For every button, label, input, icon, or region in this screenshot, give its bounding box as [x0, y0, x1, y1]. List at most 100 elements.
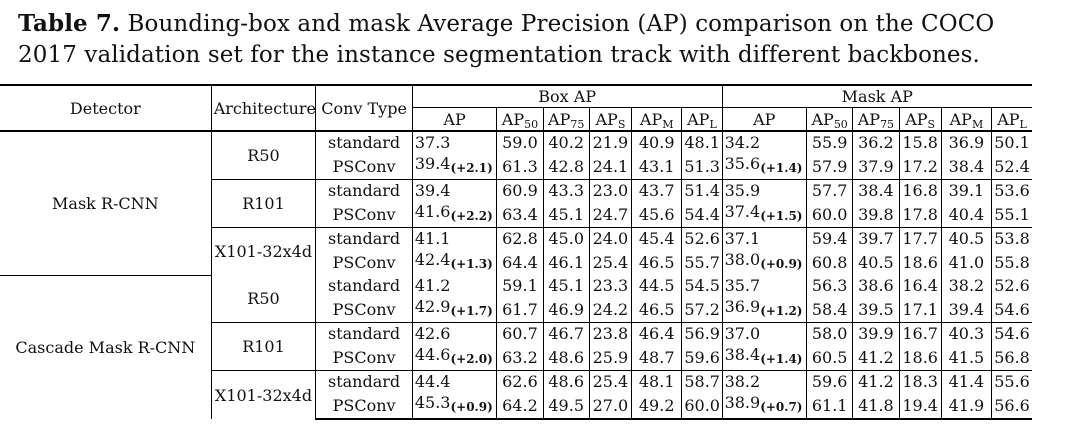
conv-type: standard: [315, 370, 413, 392]
mask-apm-value: 41.0: [941, 249, 993, 275]
box-ap-cell: 42.4(+1.3): [412, 249, 498, 275]
mask-ap50-value: 60.0: [806, 201, 854, 228]
mask-aps-value: 16.8: [899, 179, 942, 201]
mask-ap-value: 38.4: [724, 345, 761, 364]
box-ap75-value: 46.9: [543, 296, 590, 323]
mask-ap-cell: 38.2: [722, 370, 808, 392]
architecture-name: R50: [211, 130, 317, 180]
conv-type: PSConv: [315, 344, 413, 371]
box-apl-value: 51.3: [681, 153, 723, 180]
box-ap-delta: (+1.7): [450, 304, 493, 318]
mask-ap75-value: 36.2: [852, 130, 900, 153]
box-apm-value: 40.9: [631, 130, 683, 153]
architecture-name: R50: [211, 275, 317, 323]
box-aps-value: 25.9: [589, 344, 633, 371]
mask-ap-value: 38.9: [724, 393, 761, 412]
mask-ap75-value: 37.9: [852, 153, 900, 180]
box-ap75-value: 45.1: [543, 201, 590, 228]
box-ap75-value: 42.8: [543, 153, 590, 180]
box-ap50-value: 62.6: [496, 370, 544, 392]
mask-ap-cell: 35.6(+1.4): [722, 153, 808, 180]
table-row: PSConv 44.6(+2.0) 63.2 48.6 25.9 48.7 59.6 38.4…: [0, 344, 1032, 371]
mask-apl-value: 52.6: [994, 276, 1030, 295]
mask-ap-cell: 36.9(+1.2): [722, 296, 808, 323]
mask-ap75-value: 41.2: [852, 344, 900, 371]
mask-apm-value: 38.2: [941, 275, 993, 296]
box-ap-value: 37.3: [414, 133, 451, 152]
mask-ap-delta: (+1.5): [760, 209, 803, 223]
table-row: R101 standard 42.6 60.7 46.7 23.8 46.4 56.9 37.0…: [0, 322, 1032, 371]
architecture-name: X101-32x4d: [211, 370, 317, 419]
box-ap50-value: 59.1: [496, 275, 544, 296]
box-apl-value: 58.7: [681, 370, 723, 392]
table-row: X101-32x4d standard 44.4 62.6 48.6 25.4 48.1 58…: [0, 370, 1032, 419]
box-ap-cell: 41.2: [412, 275, 498, 296]
conv-type: standard: [315, 275, 413, 296]
mask-ap50-value: 58.0: [806, 322, 854, 344]
box-ap-value: 45.3: [414, 393, 451, 412]
mask-apm-value: 38.4: [941, 153, 993, 180]
mask-ap-cell: 37.1: [722, 227, 808, 249]
mask-ap75-value: 38.6: [852, 275, 900, 296]
mask-apl-value: 55.1: [994, 204, 1030, 224]
box-ap50-value: 63.4: [496, 201, 544, 228]
mask-apm-value: 36.9: [941, 130, 993, 153]
box-ap75-value: 48.6: [543, 344, 590, 371]
detector-name: Mask R-CNN: [0, 130, 212, 275]
box-ap-cell: 45.3(+0.9): [412, 392, 498, 420]
box-ap50-value: 62.8: [496, 227, 544, 249]
mask-ap-cell: 38.9(+0.7): [722, 392, 808, 420]
table-caption: Table 7. Bounding-box and mask Average P…: [18, 8, 1058, 71]
mask-apl-value: 54.6: [991, 322, 1032, 344]
mask-aps-value: 19.4: [899, 392, 942, 420]
box-apl-value: 52.6: [681, 227, 723, 249]
box-ap-value: 41.1: [414, 229, 451, 248]
box-aps-value: 24.7: [589, 201, 633, 228]
mask-ap-cell: 35.9: [722, 179, 808, 201]
mask-aps-value: 17.2: [899, 153, 942, 180]
mask-ap-delta: (+0.7): [760, 400, 803, 414]
mask-ap75-value: 39.9: [852, 322, 900, 344]
mask-ap75-value: 40.5: [852, 249, 900, 275]
header-box-ap: Box AP: [412, 84, 723, 108]
mask-apm-value: 41.4: [941, 370, 993, 392]
box-ap50-value: 60.9: [496, 179, 544, 201]
mask-ap-delta: (+1.4): [760, 352, 803, 366]
mask-apm-value: 41.9: [941, 392, 993, 420]
mask-ap-value: 37.1: [724, 229, 761, 248]
mask-ap-cell: 34.2: [722, 130, 808, 153]
caption-text: Bounding-box and mask Average Precision …: [18, 11, 995, 68]
mask-apm-value: 40.5: [941, 227, 993, 249]
table-body: Mask R-CNN R50 standard 37.3 59.0 40.2 21.9 40.…: [0, 130, 1032, 420]
header-mask-ap50: AP50: [806, 107, 854, 131]
table-row: PSConv 39.4(+2.1) 61.3 42.8 24.1 43.1 51.3 35.6…: [0, 153, 1032, 180]
mask-ap50-value: 60.5: [806, 344, 854, 371]
box-ap50-value: 60.7: [496, 322, 544, 344]
box-ap-value: 39.4: [414, 154, 451, 173]
mask-ap75-value: 39.5: [852, 296, 900, 323]
box-apm-value: 43.1: [631, 153, 683, 180]
header-box-ap75: AP75: [543, 107, 590, 131]
results-table: Detector Architecture Conv Type Box AP M…: [0, 84, 1032, 420]
box-apl-value: 60.0: [681, 392, 723, 420]
header-architecture: Architecture: [211, 84, 317, 131]
table-row: X101-32x4d standard 41.1 62.8 45.0 24.0 45.4 52…: [0, 227, 1032, 275]
box-apl-value: 55.7: [681, 249, 723, 275]
mask-ap-cell: 38.4(+1.4): [722, 344, 808, 371]
box-apl-value: 57.2: [681, 296, 723, 323]
box-ap-value: 44.6: [414, 345, 451, 364]
mask-ap75-value: 39.8: [852, 201, 900, 228]
box-aps-value: 23.3: [589, 275, 633, 296]
mask-ap50-value: 59.6: [806, 370, 854, 392]
mask-aps-value: 15.8: [899, 130, 942, 153]
architecture-name: R101: [211, 179, 317, 228]
mask-ap-value: 35.6: [724, 154, 761, 173]
box-ap-delta: (+2.2): [450, 209, 493, 223]
mask-ap-value: 37.0: [724, 324, 761, 343]
box-ap50-value: 61.7: [496, 296, 544, 323]
box-apm-value: 44.5: [631, 275, 683, 296]
box-aps-value: 24.1: [589, 153, 633, 180]
mask-apl-value: 50.1: [991, 130, 1032, 153]
header-mask-aps: APS: [899, 107, 942, 131]
box-ap50-value: 59.0: [496, 130, 544, 153]
